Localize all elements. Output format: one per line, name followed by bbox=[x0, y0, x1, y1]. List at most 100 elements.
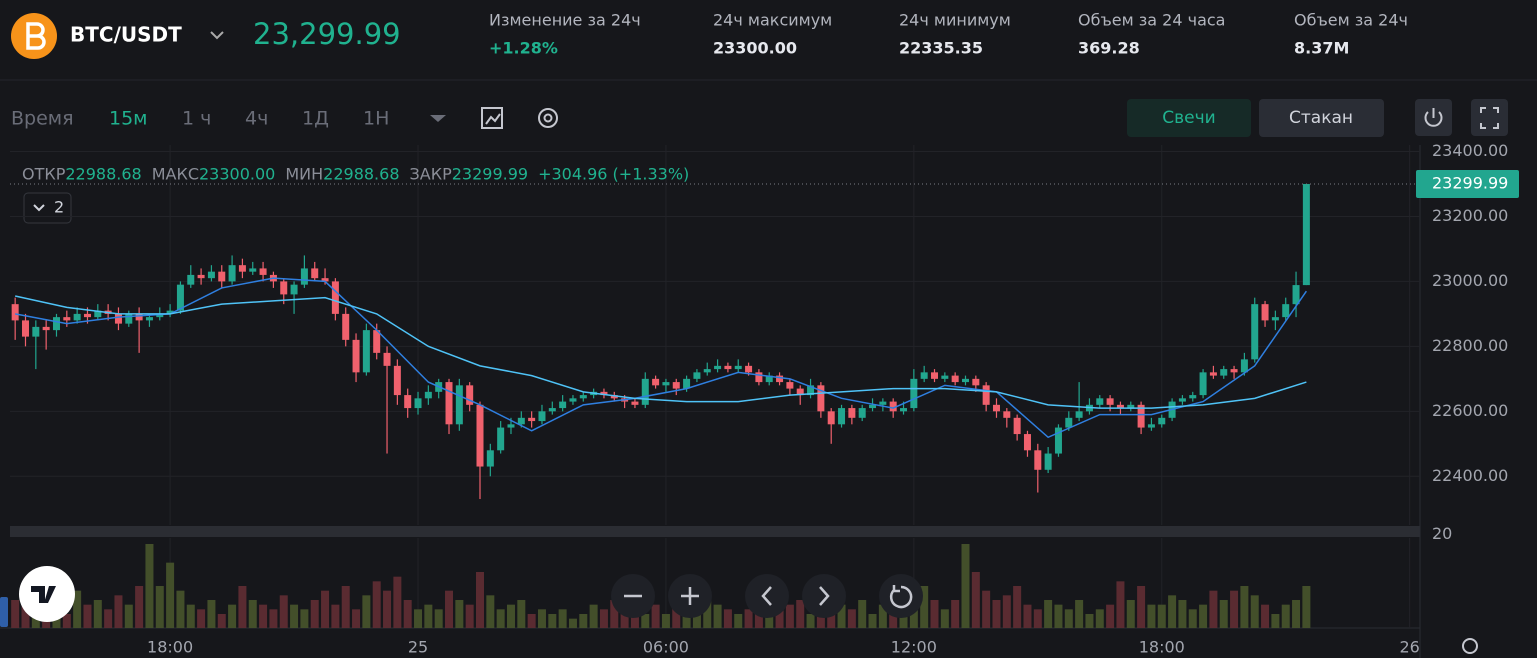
volume-bar bbox=[899, 614, 908, 628]
candle-body bbox=[827, 411, 835, 425]
volume-bar bbox=[734, 614, 743, 628]
volume-bar bbox=[527, 614, 536, 628]
volume-bar bbox=[186, 604, 195, 628]
y-tick-label: 22800.00 bbox=[1432, 336, 1508, 355]
volume-bar bbox=[1219, 600, 1228, 628]
last-price: 23,299.99 bbox=[253, 17, 401, 51]
volume-bar bbox=[651, 604, 660, 628]
volume-bar bbox=[352, 609, 361, 628]
indicator-count[interactable]: 2 bbox=[54, 198, 64, 217]
candle-body bbox=[1271, 317, 1279, 321]
candles-label[interactable]: Свечи bbox=[1162, 108, 1215, 128]
candle-body bbox=[455, 385, 463, 425]
interval[interactable]: 1 ч bbox=[182, 108, 211, 130]
last-price-label: 23299.99 bbox=[1432, 173, 1508, 192]
volume-bar bbox=[858, 600, 867, 628]
candle-body bbox=[838, 408, 846, 425]
volume-bar bbox=[259, 604, 268, 628]
candle-body bbox=[218, 271, 226, 282]
last-price-tag bbox=[1416, 169, 1519, 198]
candle-body bbox=[176, 284, 184, 311]
book-label[interactable]: Стакан bbox=[1289, 108, 1353, 128]
pair-dropdown[interactable] bbox=[210, 31, 224, 40]
candle-body bbox=[858, 408, 866, 418]
settings-button[interactable] bbox=[538, 108, 558, 128]
volume-bar bbox=[796, 600, 805, 628]
candle-body bbox=[249, 268, 257, 272]
candle-body bbox=[135, 313, 143, 321]
legend-label: ЗАКР bbox=[410, 165, 453, 184]
candle-body bbox=[1282, 304, 1290, 318]
volume-bar bbox=[971, 572, 980, 628]
volume-bar bbox=[434, 609, 443, 628]
candle-body bbox=[1065, 417, 1073, 428]
candle-body bbox=[982, 385, 990, 405]
indicators-button[interactable] bbox=[481, 107, 503, 129]
volume-bar bbox=[1126, 600, 1135, 628]
y-tick-label: 23400.00 bbox=[1432, 141, 1508, 160]
candle-body bbox=[1044, 453, 1052, 470]
stat-value: +1.28% bbox=[489, 39, 558, 58]
candle-body bbox=[972, 378, 980, 386]
volume-bar bbox=[166, 562, 175, 628]
legend-value: 22988.68 bbox=[323, 165, 399, 184]
interval[interactable]: 15м bbox=[109, 108, 148, 130]
interval[interactable]: 1Д bbox=[302, 108, 329, 130]
volume-bar bbox=[506, 604, 515, 628]
interval-more[interactable] bbox=[430, 115, 446, 122]
axis-settings[interactable] bbox=[1462, 638, 1478, 654]
scroll-left-icon bbox=[761, 586, 772, 606]
scroll-right-icon bbox=[819, 586, 830, 606]
candle-body bbox=[1003, 411, 1011, 418]
volume-bar bbox=[1250, 595, 1259, 628]
candle-body bbox=[187, 274, 195, 285]
volume-bar bbox=[62, 614, 71, 628]
candle-body bbox=[1054, 427, 1062, 454]
x-tick-label: 26 bbox=[1399, 638, 1419, 657]
volume-bar bbox=[155, 586, 164, 628]
indicator-toggle[interactable] bbox=[23, 192, 72, 224]
stat-label: 24ч максимум bbox=[713, 11, 832, 30]
volume-bar bbox=[321, 590, 330, 628]
candle-body bbox=[321, 278, 329, 282]
volume-bar bbox=[228, 604, 237, 628]
volume-bar bbox=[403, 600, 412, 628]
volume-bar bbox=[1302, 586, 1311, 628]
volume-bar bbox=[279, 595, 288, 628]
candle-body bbox=[1199, 372, 1207, 396]
book-button[interactable] bbox=[1259, 99, 1384, 137]
fullscreen-icon bbox=[1480, 107, 1499, 129]
y-tick-label: 22600.00 bbox=[1432, 401, 1508, 420]
candle-body bbox=[393, 365, 401, 396]
candle-body bbox=[383, 352, 391, 366]
side-handle[interactable] bbox=[0, 597, 8, 627]
volume-bar bbox=[806, 614, 815, 628]
volume-bar bbox=[114, 595, 123, 628]
volume-bar bbox=[1116, 581, 1125, 628]
volume-bar bbox=[682, 609, 691, 628]
legend-value: 23299.99 bbox=[452, 165, 528, 184]
scroll-left[interactable] bbox=[745, 574, 789, 618]
candle-body bbox=[641, 378, 649, 405]
candle-body bbox=[796, 388, 804, 396]
interval[interactable]: 1Н bbox=[363, 108, 389, 130]
candle-body bbox=[961, 378, 969, 383]
candle-body bbox=[445, 382, 453, 425]
pair[interactable]: BTC/USDT bbox=[70, 23, 182, 47]
candle-body bbox=[879, 401, 887, 405]
candles-button[interactable] bbox=[1127, 99, 1251, 137]
indicator-chevron bbox=[33, 204, 45, 212]
volume-bar bbox=[775, 609, 784, 628]
candle-body bbox=[228, 265, 236, 282]
interval[interactable]: 4ч bbox=[245, 108, 268, 130]
candle-body bbox=[497, 427, 505, 451]
candle-body bbox=[83, 313, 91, 318]
volume-bar bbox=[1023, 604, 1032, 628]
volume-bar bbox=[393, 576, 402, 628]
scroll-right[interactable] bbox=[802, 574, 846, 618]
volume-bar bbox=[486, 595, 495, 628]
volume-bar bbox=[1137, 586, 1146, 628]
volume-bar bbox=[1240, 586, 1249, 628]
reset-view[interactable] bbox=[879, 574, 923, 618]
fullscreen-button[interactable] bbox=[1471, 99, 1508, 136]
